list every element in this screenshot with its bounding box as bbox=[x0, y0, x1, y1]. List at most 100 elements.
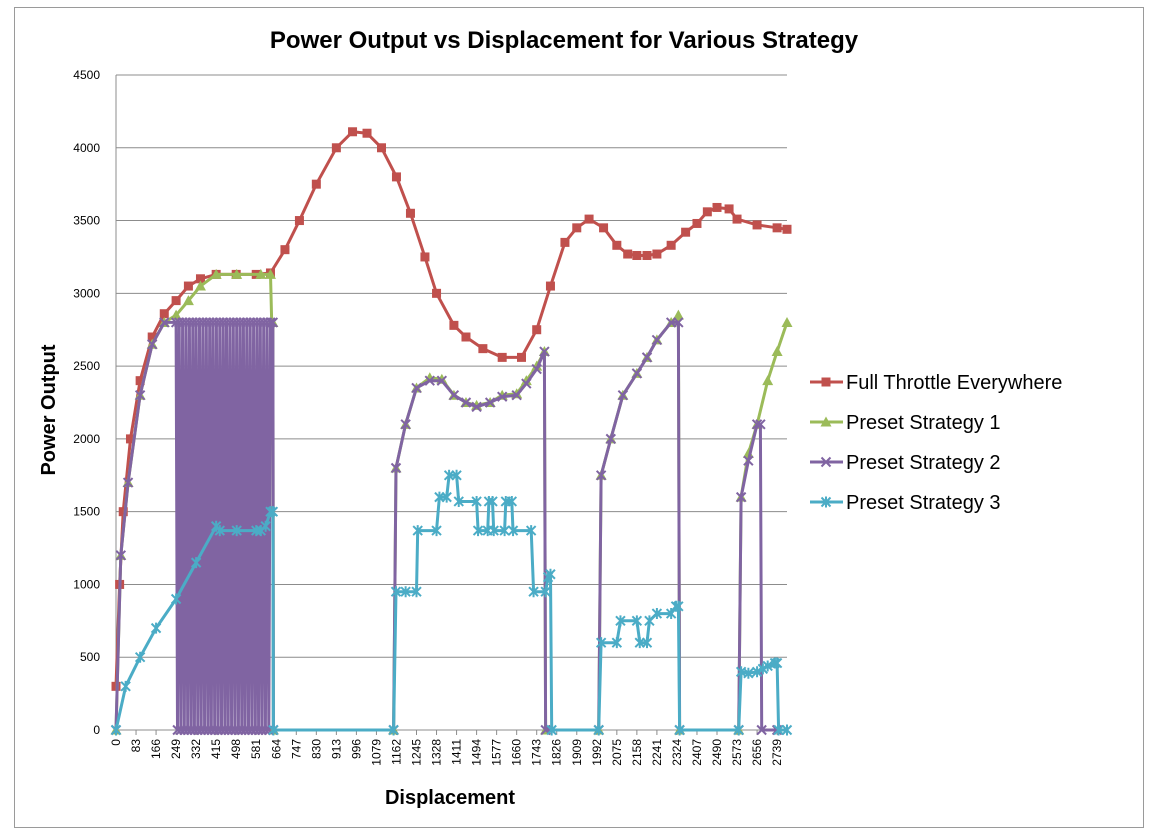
data-point bbox=[584, 214, 594, 224]
x-tick-label: 1079 bbox=[369, 739, 383, 766]
data-point bbox=[595, 637, 607, 649]
y-tick-label: 500 bbox=[80, 650, 100, 664]
data-point bbox=[506, 495, 518, 507]
legend-label: Preset Strategy 2 bbox=[846, 452, 1001, 474]
data-point bbox=[632, 250, 642, 260]
legend-item-preset-strategy-3: Preset Strategy 3 bbox=[810, 492, 1001, 514]
x-tick-label: 0 bbox=[109, 739, 123, 746]
series-preset-strategy-3 bbox=[110, 469, 793, 736]
x-tick-label: 1328 bbox=[430, 739, 444, 766]
x-tick-label: 83 bbox=[129, 739, 143, 753]
legend-label: Preset Strategy 3 bbox=[846, 492, 1001, 514]
data-point bbox=[471, 401, 482, 413]
legend-marker bbox=[820, 416, 832, 427]
x-tick-label: 2241 bbox=[650, 739, 664, 766]
data-point bbox=[377, 143, 387, 153]
data-point bbox=[599, 223, 609, 233]
data-point bbox=[431, 525, 442, 537]
data-point bbox=[743, 667, 754, 679]
x-tick-label: 415 bbox=[209, 739, 223, 759]
x-tick-label: 664 bbox=[269, 739, 283, 759]
data-point bbox=[255, 268, 267, 279]
x-tick-label: 1245 bbox=[410, 739, 424, 766]
data-point bbox=[525, 525, 537, 537]
data-point bbox=[265, 317, 276, 328]
y-tick-label: 3000 bbox=[73, 286, 100, 300]
data-point bbox=[231, 268, 243, 279]
data-point bbox=[280, 245, 290, 255]
y-tick-label: 1000 bbox=[73, 577, 100, 591]
data-point bbox=[436, 375, 448, 386]
data-point bbox=[674, 724, 685, 736]
data-point bbox=[641, 352, 653, 363]
data-point bbox=[260, 520, 271, 532]
data-point bbox=[743, 455, 754, 466]
data-point bbox=[540, 586, 551, 598]
chart-frame: Power Output vs Displacement for Various… bbox=[14, 7, 1144, 828]
data-point bbox=[472, 525, 484, 537]
x-tick-label: 1494 bbox=[470, 739, 484, 766]
data-point bbox=[134, 390, 146, 401]
data-point bbox=[432, 288, 442, 298]
data-point bbox=[125, 434, 135, 444]
data-point bbox=[210, 268, 222, 279]
data-point bbox=[264, 268, 276, 279]
data-point bbox=[448, 390, 460, 401]
legend-item-preset-strategy-1: Preset Strategy 1 bbox=[810, 412, 1001, 434]
data-point bbox=[673, 317, 684, 328]
data-point bbox=[511, 390, 522, 401]
x-tick-label: 1577 bbox=[490, 739, 504, 766]
data-point bbox=[171, 296, 181, 306]
data-point bbox=[183, 281, 193, 291]
data-point bbox=[451, 469, 462, 481]
power-output-chart: Power Output vs Displacement for Various… bbox=[38, 27, 1062, 809]
data-point bbox=[331, 143, 341, 153]
data-point bbox=[194, 280, 206, 291]
x-tick-label: 2158 bbox=[630, 739, 644, 766]
data-point bbox=[762, 375, 774, 386]
data-point bbox=[122, 477, 134, 488]
x-tick-label: 249 bbox=[169, 739, 183, 759]
data-point bbox=[405, 208, 415, 218]
legend-item-preset-strategy-2: Preset Strategy 2 bbox=[810, 452, 1001, 474]
data-point bbox=[120, 680, 131, 692]
data-point bbox=[453, 495, 464, 507]
data-point bbox=[311, 179, 321, 189]
x-tick-label: 581 bbox=[249, 739, 263, 759]
data-point bbox=[441, 491, 452, 503]
data-point bbox=[362, 128, 372, 138]
data-point bbox=[681, 227, 691, 237]
legend-label: Preset Strategy 1 bbox=[846, 412, 1001, 434]
data-point bbox=[520, 375, 532, 386]
series-lines bbox=[110, 127, 793, 736]
data-point bbox=[449, 320, 459, 330]
data-point bbox=[497, 352, 507, 362]
data-point bbox=[756, 724, 767, 736]
data-point bbox=[605, 433, 617, 445]
data-point bbox=[595, 470, 607, 481]
data-point bbox=[134, 651, 146, 663]
data-point bbox=[400, 419, 411, 430]
data-point bbox=[159, 317, 170, 328]
data-point bbox=[507, 525, 519, 537]
data-point bbox=[390, 462, 402, 474]
x-tick-label: 2573 bbox=[730, 739, 744, 766]
data-point bbox=[631, 615, 643, 627]
data-point bbox=[461, 332, 471, 342]
x-tick-labels: 0 83 166 249 332 415 498 581 664 747 830 913 996 1079… bbox=[109, 739, 784, 766]
data-point bbox=[260, 724, 271, 736]
y-tick-label: 2500 bbox=[73, 359, 100, 373]
data-point bbox=[751, 666, 763, 678]
data-point bbox=[611, 637, 623, 649]
x-tick-label: 1411 bbox=[450, 739, 464, 765]
data-point bbox=[771, 657, 783, 669]
x-axis-title: Displacement bbox=[385, 787, 515, 809]
data-point bbox=[499, 525, 510, 537]
series-preset-strategy-2 bbox=[110, 317, 783, 736]
x-tick-label: 996 bbox=[349, 739, 363, 759]
x-tick-label: 830 bbox=[309, 739, 323, 759]
data-point bbox=[545, 281, 555, 291]
legend-marker bbox=[820, 496, 832, 508]
data-point bbox=[772, 223, 782, 233]
x-tick-label: 1743 bbox=[530, 739, 544, 766]
